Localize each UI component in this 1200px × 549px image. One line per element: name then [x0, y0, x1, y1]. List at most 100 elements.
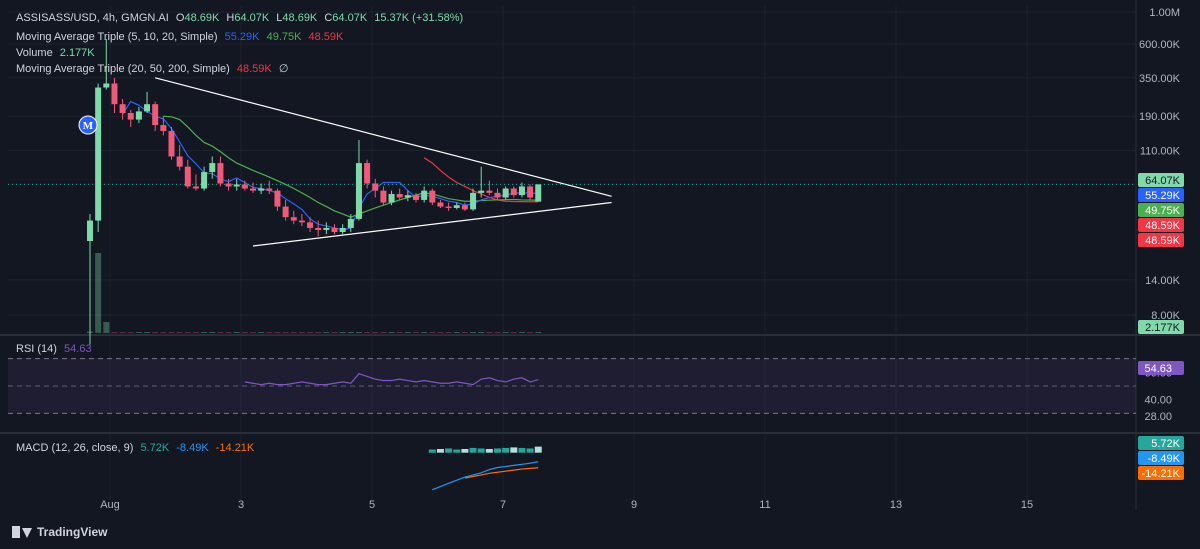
volume-legend[interactable]: Volume 2.177K: [16, 46, 99, 60]
candle-body: [478, 190, 485, 193]
volume-bar: [184, 332, 191, 333]
volume-bars: [87, 253, 542, 333]
candle-body: [127, 112, 134, 120]
trendlines: [155, 77, 612, 247]
grid: [0, 0, 1200, 510]
macd-badge-text: 5.72K: [1151, 438, 1180, 450]
candle-body: [315, 227, 322, 230]
macd-name: MACD (12, 26, close, 9): [16, 442, 134, 454]
candle-body: [160, 125, 167, 132]
volume-bar: [168, 332, 175, 333]
macd-legend[interactable]: MACD (12, 26, close, 9) 5.72K -8.49K -14…: [16, 441, 258, 455]
candle-body: [518, 186, 525, 196]
volume-bar: [429, 332, 436, 333]
price-badge-text: 48.59K: [1145, 235, 1181, 247]
candles[interactable]: M: [78, 39, 542, 345]
ma2-legend[interactable]: Moving Average Triple (20, 50, 200, Simp…: [16, 62, 292, 76]
rsi-badge: [1138, 361, 1184, 375]
volume-bar: [290, 332, 297, 333]
rsi-band: [8, 358, 1136, 414]
volume-bar: [119, 332, 126, 333]
volume-bar: [478, 332, 485, 333]
macd-histogram-bar: [510, 447, 518, 453]
volume-bar: [127, 332, 134, 333]
macd-value-line: -8.49K: [176, 442, 209, 454]
price-axis-tick: 190.00K: [1139, 111, 1181, 123]
volume-bar: [396, 332, 403, 333]
candle-body: [282, 206, 289, 218]
price-badge: [1138, 233, 1184, 247]
tradingview-logo-icon: [12, 526, 32, 538]
volume-bar: [413, 332, 419, 333]
candle-body: [372, 183, 379, 191]
volume-bar: [250, 332, 256, 333]
volume-bar: [527, 332, 534, 333]
volume-bar: [372, 332, 379, 333]
candle-body: [241, 184, 248, 189]
candle-body: [494, 192, 501, 198]
rsi-name: RSI (14): [16, 343, 57, 355]
rsi-value: 54.63: [64, 343, 92, 355]
volume-bar: [535, 332, 542, 333]
candle-body: [510, 188, 517, 196]
candle-body: [266, 188, 273, 191]
open-value: 48.69K: [184, 12, 220, 24]
open-label: O: [175, 12, 185, 24]
price-badge: [1138, 173, 1184, 187]
volume-bar: [486, 332, 493, 333]
candle-body: [111, 83, 118, 105]
volume-bar: [502, 332, 509, 333]
candle-body: [527, 186, 534, 198]
volume-bar: [298, 332, 305, 333]
candle-body: [168, 131, 175, 157]
candle-body: [461, 205, 468, 210]
volume-bar: [135, 332, 142, 333]
candle-body: [364, 163, 371, 184]
tradingview-logo-text: TradingView: [37, 525, 108, 539]
volume-bar: [421, 332, 428, 333]
ma1-legend[interactable]: Moving Average Triple (5, 10, 20, Simple…: [16, 30, 347, 44]
candle-body: [152, 104, 159, 126]
candle-body: [535, 184, 542, 202]
candle-body: [95, 87, 102, 221]
rsi-axis-tick: 28.00: [1144, 411, 1172, 423]
candle-body: [225, 183, 232, 187]
candle-body: [502, 188, 509, 198]
volume-bar: [315, 332, 322, 333]
rsi-legend[interactable]: RSI (14) 54.63: [16, 342, 96, 356]
candle-body: [298, 220, 305, 223]
macd-histogram-bar: [445, 448, 453, 453]
ma-fast-line: [122, 100, 539, 231]
macd-badge: [1138, 436, 1184, 450]
price-badge-text: 49.75K: [1145, 205, 1181, 217]
macd-badge-text: -14.21K: [1141, 468, 1180, 480]
price-badge-text: 48.59K: [1145, 220, 1181, 232]
volume-bar: [347, 332, 354, 333]
candle-body: [396, 193, 403, 198]
volume-bar: [266, 332, 273, 333]
volume-bar: [437, 332, 444, 333]
volume-bar: [339, 332, 346, 333]
volume-bar: [380, 332, 387, 333]
candle-body: [119, 104, 126, 113]
candle-body: [388, 193, 395, 203]
price-badge: [1138, 203, 1184, 217]
candle-body: [201, 172, 208, 189]
symbol-label[interactable]: ASSISASS/USD, 4h, GMGN.AI: [16, 12, 169, 24]
candle-body: [184, 166, 191, 187]
tradingview-logo[interactable]: TradingView: [12, 525, 107, 539]
ma2-value-1: 48.59K: [236, 63, 272, 75]
rsi-line: [244, 373, 539, 386]
header-legend: ASSISASS/USD, 4h, GMGN.AI O48.69K H64.07…: [16, 11, 467, 25]
macd-histogram-bar: [436, 448, 444, 453]
price-badge-text: 64.07K: [1145, 175, 1181, 187]
candle-body: [103, 83, 110, 88]
volume-bar: [144, 332, 151, 333]
macd-signal-line: [464, 467, 539, 479]
candle-body: [404, 195, 411, 198]
candle-body: [413, 195, 419, 200]
time-axis-tick: 11: [759, 499, 770, 511]
high-value: 64.07K: [234, 12, 270, 24]
